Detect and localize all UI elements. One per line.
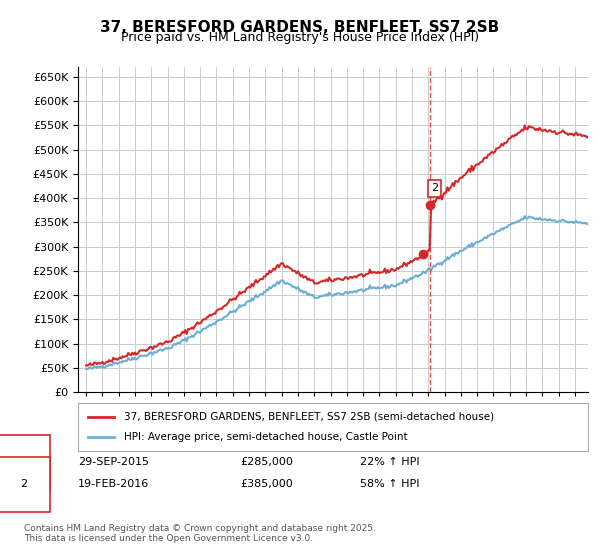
Text: 58% ↑ HPI: 58% ↑ HPI xyxy=(360,479,419,489)
Text: 37, BERESFORD GARDENS, BENFLEET, SS7 2SB: 37, BERESFORD GARDENS, BENFLEET, SS7 2SB xyxy=(100,20,500,35)
Text: £385,000: £385,000 xyxy=(240,479,293,489)
Text: £285,000: £285,000 xyxy=(240,457,293,467)
Text: 2: 2 xyxy=(20,479,28,489)
Text: Price paid vs. HM Land Registry's House Price Index (HPI): Price paid vs. HM Land Registry's House … xyxy=(121,31,479,44)
Text: HPI: Average price, semi-detached house, Castle Point: HPI: Average price, semi-detached house,… xyxy=(124,432,407,442)
Text: 22% ↑ HPI: 22% ↑ HPI xyxy=(360,457,419,467)
Text: 19-FEB-2016: 19-FEB-2016 xyxy=(78,479,149,489)
Text: 29-SEP-2015: 29-SEP-2015 xyxy=(78,457,149,467)
Text: 2: 2 xyxy=(431,183,438,193)
Text: 1: 1 xyxy=(20,457,28,467)
Text: 37, BERESFORD GARDENS, BENFLEET, SS7 2SB (semi-detached house): 37, BERESFORD GARDENS, BENFLEET, SS7 2SB… xyxy=(124,412,494,422)
Text: Contains HM Land Registry data © Crown copyright and database right 2025.
This d: Contains HM Land Registry data © Crown c… xyxy=(24,524,376,543)
